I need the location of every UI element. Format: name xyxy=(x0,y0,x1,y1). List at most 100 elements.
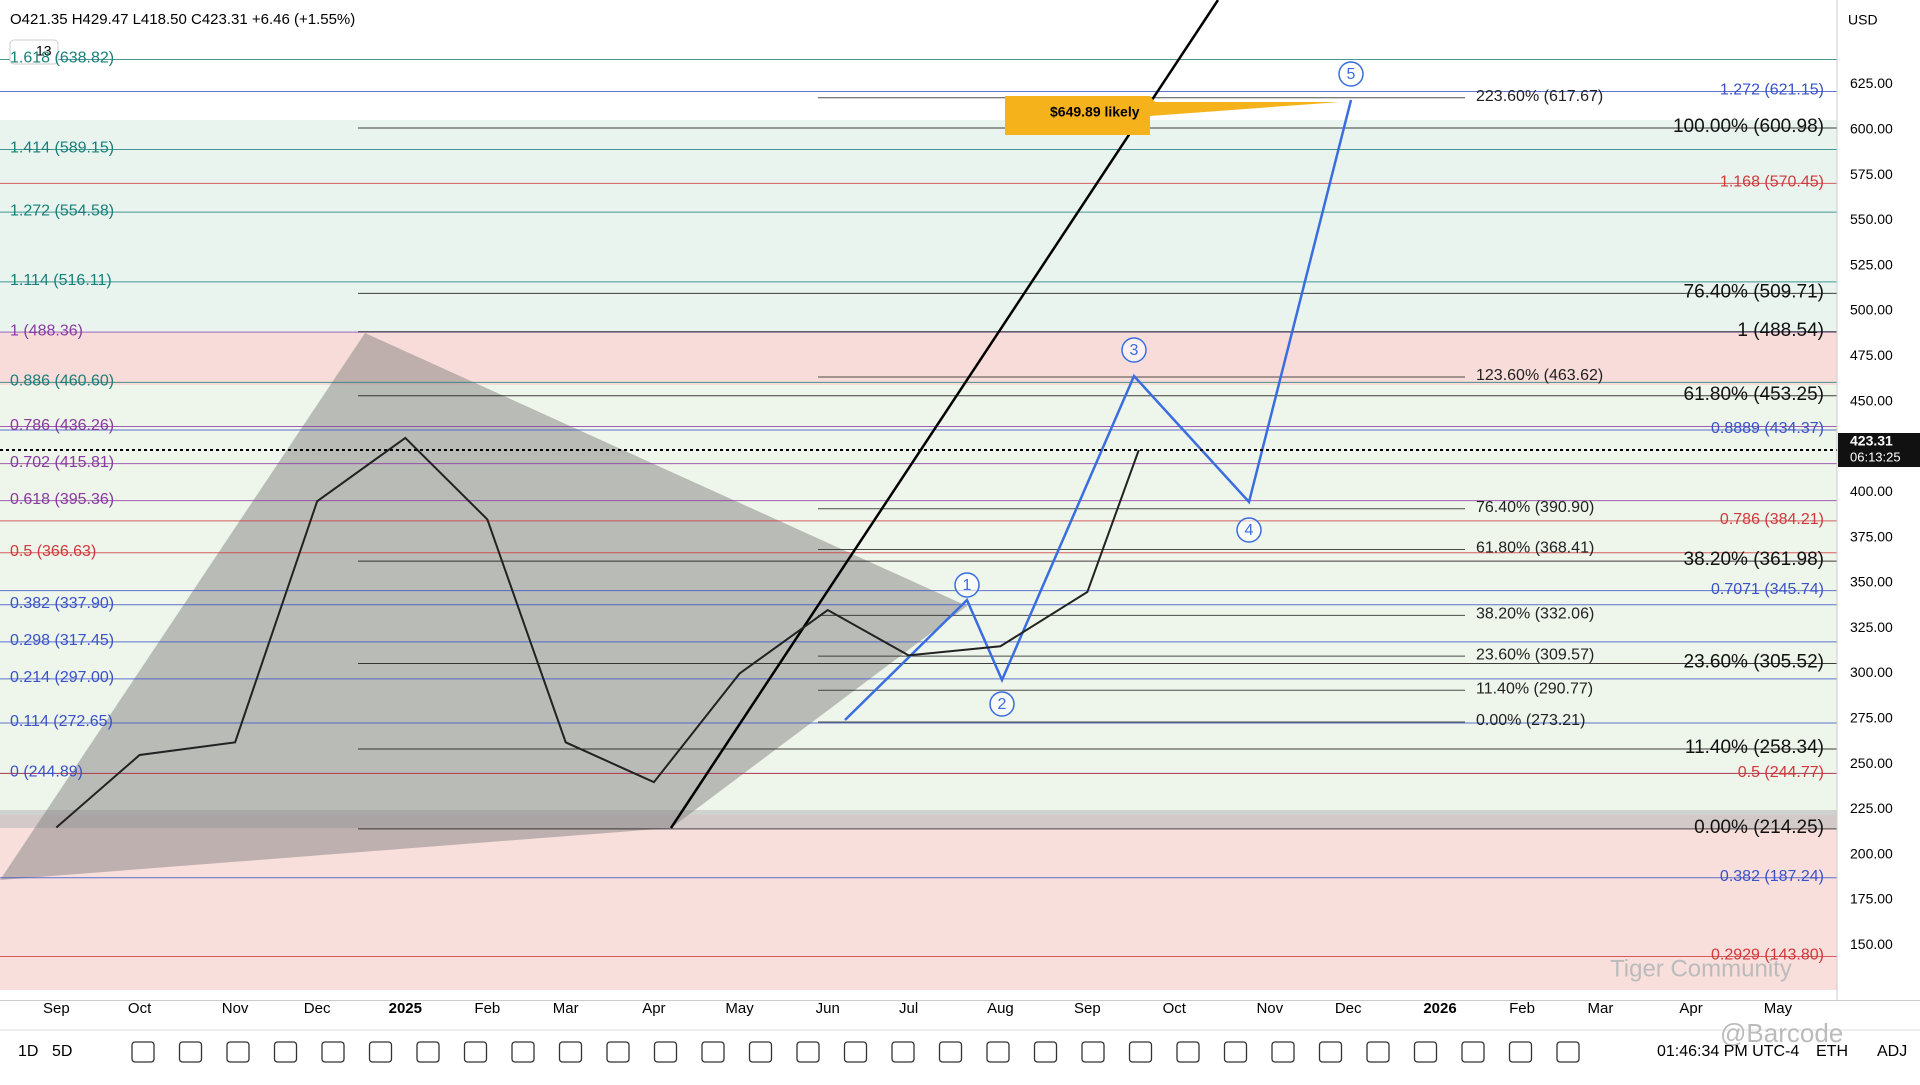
toolbar-item[interactable]: ADJ xyxy=(1877,1043,1907,1060)
y-tick-label: 150.00 xyxy=(1850,936,1893,952)
wave-marker xyxy=(1338,61,1364,87)
x-tick-label: Sep xyxy=(1074,1000,1101,1017)
drawing-tool[interactable] xyxy=(1176,1041,1200,1063)
fib-label: 1.272 (621.15) xyxy=(1720,82,1824,99)
x-tick-label: Sep xyxy=(43,1000,70,1017)
zone xyxy=(0,385,1837,815)
price-tag xyxy=(1838,433,1920,468)
drawing-tool[interactable] xyxy=(1556,1041,1580,1063)
drawing-tool[interactable] xyxy=(273,1041,298,1063)
drawing-tool[interactable] xyxy=(748,1041,773,1063)
drawing-tool[interactable] xyxy=(321,1041,345,1063)
y-tick-label: 575.00 xyxy=(1850,166,1893,182)
drawing-tool[interactable] xyxy=(1081,1041,1105,1063)
fib-label: 0.618 (395.36) xyxy=(10,491,114,508)
price-axis xyxy=(1837,0,1920,1000)
drawing-tool[interactable] xyxy=(843,1041,868,1063)
fib-label: 76.40% (509.71) xyxy=(1684,281,1825,302)
drawing-tool[interactable] xyxy=(1223,1041,1248,1063)
drawing-tool[interactable] xyxy=(558,1041,583,1063)
x-tick-label: Mar xyxy=(1587,1000,1613,1017)
fib-label: 0.2929 (143.80) xyxy=(1711,947,1824,964)
interval-button[interactable] xyxy=(9,39,59,65)
interval-badge[interactable]: 13 xyxy=(36,43,52,59)
drawing-tool[interactable] xyxy=(1271,1041,1295,1063)
drawing-tool[interactable] xyxy=(178,1041,203,1063)
drawing-tool[interactable] xyxy=(701,1041,725,1063)
fib-label: 123.60% (463.62) xyxy=(1476,367,1603,384)
drawing-tool[interactable] xyxy=(1128,1041,1153,1063)
y-tick-label: 450.00 xyxy=(1850,392,1893,408)
drawing-tool[interactable] xyxy=(1413,1041,1438,1063)
fib-label: 1.618 (638.82) xyxy=(10,50,114,67)
zone xyxy=(0,333,1837,385)
drawing-tool[interactable] xyxy=(938,1041,963,1063)
fib-label: 61.80% (453.25) xyxy=(1684,384,1825,405)
y-tick-label: 175.00 xyxy=(1850,891,1893,907)
drawing-tool[interactable] xyxy=(1508,1041,1533,1063)
y-tick-label: 525.00 xyxy=(1850,256,1893,272)
fib-label: 11.40% (290.77) xyxy=(1476,680,1593,697)
wave-label: 2 xyxy=(998,696,1007,713)
y-tick-label: 250.00 xyxy=(1850,755,1893,771)
drawing-tool[interactable] xyxy=(653,1041,678,1063)
timeframe-button[interactable]: 1D xyxy=(18,1043,38,1060)
toolbar xyxy=(0,1030,1920,1080)
fib-label: 223.60% (617.67) xyxy=(1476,88,1603,105)
divider xyxy=(0,1000,1920,1001)
drawing-tool[interactable] xyxy=(131,1041,155,1063)
drawing-tool[interactable] xyxy=(796,1041,820,1063)
fib-label: 23.60% (305.52) xyxy=(1684,651,1825,672)
x-tick-label: May xyxy=(1764,1000,1793,1017)
triangle-pattern xyxy=(0,333,967,880)
x-tick-label: Nov xyxy=(222,1000,249,1017)
wave-marker xyxy=(1121,337,1147,363)
drawing-tool[interactable] xyxy=(986,1041,1010,1063)
fib-label: 1 (488.36) xyxy=(10,322,83,339)
fib-label: 0.382 (337.90) xyxy=(10,595,114,612)
fib-label: 0.5 (244.77) xyxy=(1738,764,1824,781)
wave-marker xyxy=(1236,517,1262,543)
drawing-tool[interactable] xyxy=(1318,1041,1343,1063)
fib-label: 0.7071 (345.74) xyxy=(1711,581,1824,598)
fib-label: 1.114 (516.11) xyxy=(10,272,112,289)
x-tick-label: Jun xyxy=(816,1000,840,1017)
x-tick-label: Apr xyxy=(642,1000,665,1017)
y-tick-label: 475.00 xyxy=(1850,347,1893,363)
drawing-tool[interactable] xyxy=(1366,1041,1390,1063)
drawing-tool[interactable] xyxy=(891,1041,915,1063)
fib-label: 38.20% (332.06) xyxy=(1476,606,1594,623)
y-tick-label: 325.00 xyxy=(1850,619,1893,635)
wave-marker xyxy=(989,691,1015,717)
drawing-tool[interactable] xyxy=(416,1041,440,1063)
fib-label: 0.786 (384.21) xyxy=(1720,511,1824,528)
drawing-tool[interactable] xyxy=(463,1041,488,1063)
y-tick-label: 550.00 xyxy=(1850,211,1893,227)
fib-label: 1 (488.54) xyxy=(1737,320,1824,341)
x-tick-label: Dec xyxy=(1335,1000,1362,1017)
drawing-tool[interactable] xyxy=(1461,1041,1485,1063)
fib-label: 1.168 (570.45) xyxy=(1720,174,1824,191)
ohlc: O421.35 H429.47 L418.50 C423.31 +6.46 (+… xyxy=(10,11,355,28)
trendline xyxy=(669,0,1220,829)
fib-label: 0.214 (297.00) xyxy=(10,669,114,686)
fib-label: 0.114 (272.65) xyxy=(10,713,113,730)
timeframe-button[interactable]: 5D xyxy=(52,1043,72,1060)
price-tag-countdown: 06:13:25 xyxy=(1850,449,1901,464)
drawing-tool[interactable] xyxy=(1033,1041,1058,1063)
drawing-tool[interactable] xyxy=(606,1041,630,1063)
drawing-tool[interactable] xyxy=(226,1041,250,1063)
fib-label: 0.786 (436.26) xyxy=(10,417,114,434)
x-tick-label: Oct xyxy=(1163,1000,1187,1017)
x-tick-label: Aug xyxy=(987,1000,1014,1017)
callout-text: $649.89 likely xyxy=(1050,104,1140,120)
zone xyxy=(0,810,1837,828)
y-tick-label: 200.00 xyxy=(1850,845,1893,861)
drawing-tool[interactable] xyxy=(368,1041,393,1063)
y-tick-label: 275.00 xyxy=(1850,709,1893,725)
y-tick-label: 600.00 xyxy=(1850,121,1893,137)
drawing-tool[interactable] xyxy=(511,1041,535,1063)
wave-label: 1 xyxy=(963,577,972,594)
toolbar-item[interactable]: ETH xyxy=(1816,1043,1848,1060)
price-line xyxy=(55,436,1140,829)
